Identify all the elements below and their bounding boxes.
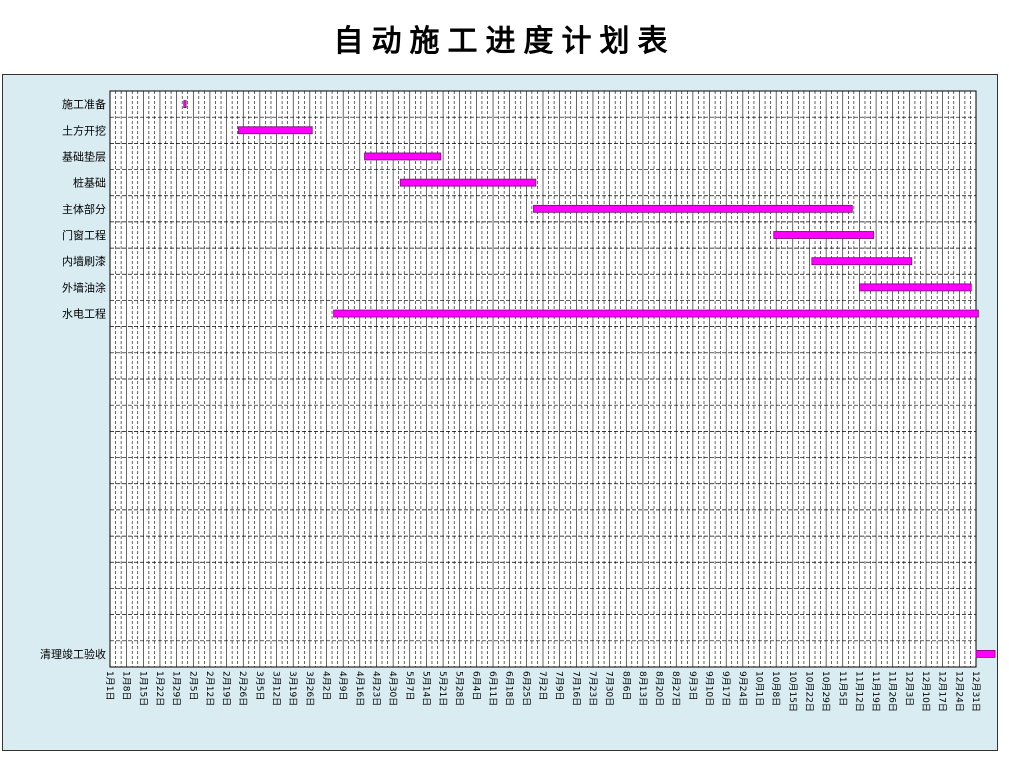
x-tick-label: 9月17日 <box>720 671 731 706</box>
task-bar <box>333 309 979 318</box>
horizontal-gridlines <box>110 116 976 642</box>
x-tick-label: 4月16日 <box>354 671 365 706</box>
x-tick-label: 1月22日 <box>154 671 165 706</box>
x-tick-label: 2月19日 <box>221 671 232 706</box>
chart-frame: 施工准备土方开挖基础垫层桩基础主体部分门窗工程内墙刷漆外墙油涂水电工程清理竣工验… <box>2 74 998 751</box>
task-bar <box>533 204 853 213</box>
x-tick-label: 4月30日 <box>387 671 398 706</box>
x-tick-label: 7月23日 <box>587 671 598 706</box>
x-tick-label: 1月1日 <box>104 671 115 700</box>
x-tick-label: 5月7日 <box>404 671 415 700</box>
row-label: 基础垫层 <box>62 149 106 163</box>
row-labels: 施工准备土方开挖基础垫层桩基础主体部分门窗工程内墙刷漆外墙油涂水电工程清理竣工验… <box>40 97 106 661</box>
gantt-chart: 施工准备土方开挖基础垫层桩基础主体部分门窗工程内墙刷漆外墙油涂水电工程清理竣工验… <box>40 90 996 712</box>
x-tick-label: 12月24日 <box>953 671 964 712</box>
task-bar <box>859 283 972 292</box>
row-label: 清理竣工验收 <box>40 647 106 661</box>
row-label: 主体部分 <box>62 202 106 216</box>
x-tick-label: 1月29日 <box>171 671 182 706</box>
x-tick-label: 11月12日 <box>853 671 864 712</box>
row-label: 土方开挖 <box>62 123 106 137</box>
x-tick-label: 10月22日 <box>803 671 814 712</box>
row-label: 水电工程 <box>62 308 106 321</box>
x-tick-label: 3月19日 <box>287 671 298 706</box>
task-bar <box>183 100 187 108</box>
x-tick-label: 11月19日 <box>870 671 881 712</box>
x-tick-label: 5月28日 <box>454 671 465 706</box>
x-tick-label: 7月9日 <box>554 671 565 700</box>
x-tick-label: 2月5日 <box>187 671 198 700</box>
x-tick-label: 9月24日 <box>737 671 748 706</box>
x-tick-label: 11月26日 <box>887 671 898 712</box>
page-title: 自动施工进度计划表 <box>333 24 676 59</box>
x-tick-labels: 1月1日 1月8日 1月15日 1月22日 1月29日 2月5日 2月12日 2月19日 2月2… <box>104 671 981 712</box>
x-tick-label: 3月26日 <box>304 671 315 706</box>
x-tick-label: 8月6日 <box>620 671 631 700</box>
x-tick-label: 12月17日 <box>937 671 948 712</box>
x-tick-label: 12月3日 <box>903 671 914 706</box>
x-tick-label: 8月27日 <box>670 671 681 706</box>
x-tick-label: 5月21日 <box>437 671 448 706</box>
x-tick-label: 4月2日 <box>321 671 332 700</box>
x-tick-label: 6月25日 <box>520 671 531 706</box>
row-label: 施工准备 <box>62 97 106 111</box>
row-label: 内墙刷漆 <box>62 254 106 268</box>
x-tick-label: 8月13日 <box>637 671 648 706</box>
x-tick-label: 1月8日 <box>121 671 132 700</box>
x-tick-label: 12月10日 <box>920 671 931 712</box>
x-tick-label: 6月4日 <box>470 671 481 700</box>
x-tick-label: 10月15日 <box>787 671 798 712</box>
x-tick-label: 7月16日 <box>570 671 581 706</box>
row-label: 桩基础 <box>73 176 106 190</box>
x-tick-label: 8月20日 <box>654 671 665 706</box>
x-tick-label: 9月3日 <box>687 671 698 700</box>
x-tick-label: 6月11日 <box>487 671 498 706</box>
x-tick-label: 10月8日 <box>770 671 781 706</box>
task-bar <box>399 178 537 187</box>
task-bar <box>811 257 913 266</box>
x-tick-label: 5月14日 <box>420 671 431 706</box>
x-tick-label: 12月31日 <box>970 671 981 712</box>
x-tick-label: 4月9日 <box>337 671 348 700</box>
task-bars <box>183 100 996 658</box>
x-tick-label: 2月12日 <box>204 671 215 706</box>
x-tick-label: 6月18日 <box>504 671 515 706</box>
x-tick-label: 11月5日 <box>837 671 848 706</box>
x-tick-label: 7月30日 <box>604 671 615 706</box>
row-label: 外墙油涂 <box>62 280 106 294</box>
row-label: 门窗工程 <box>62 228 106 242</box>
x-tick-label: 3月12日 <box>271 671 282 706</box>
task-bar <box>975 650 996 658</box>
task-bar <box>364 152 442 161</box>
x-tick-label: 7月2日 <box>537 671 548 700</box>
x-tick-label: 4月23日 <box>370 671 381 706</box>
x-tick-label: 10月29日 <box>820 671 831 712</box>
x-tick-label: 9月10日 <box>704 671 715 706</box>
task-bar <box>773 231 875 239</box>
x-tick-label: 2月26日 <box>237 671 248 706</box>
task-bar <box>238 126 313 135</box>
x-tick-label: 3月5日 <box>254 671 265 700</box>
x-tick-label: 1月15日 <box>137 671 148 706</box>
x-tick-label: 10月1日 <box>754 671 765 706</box>
